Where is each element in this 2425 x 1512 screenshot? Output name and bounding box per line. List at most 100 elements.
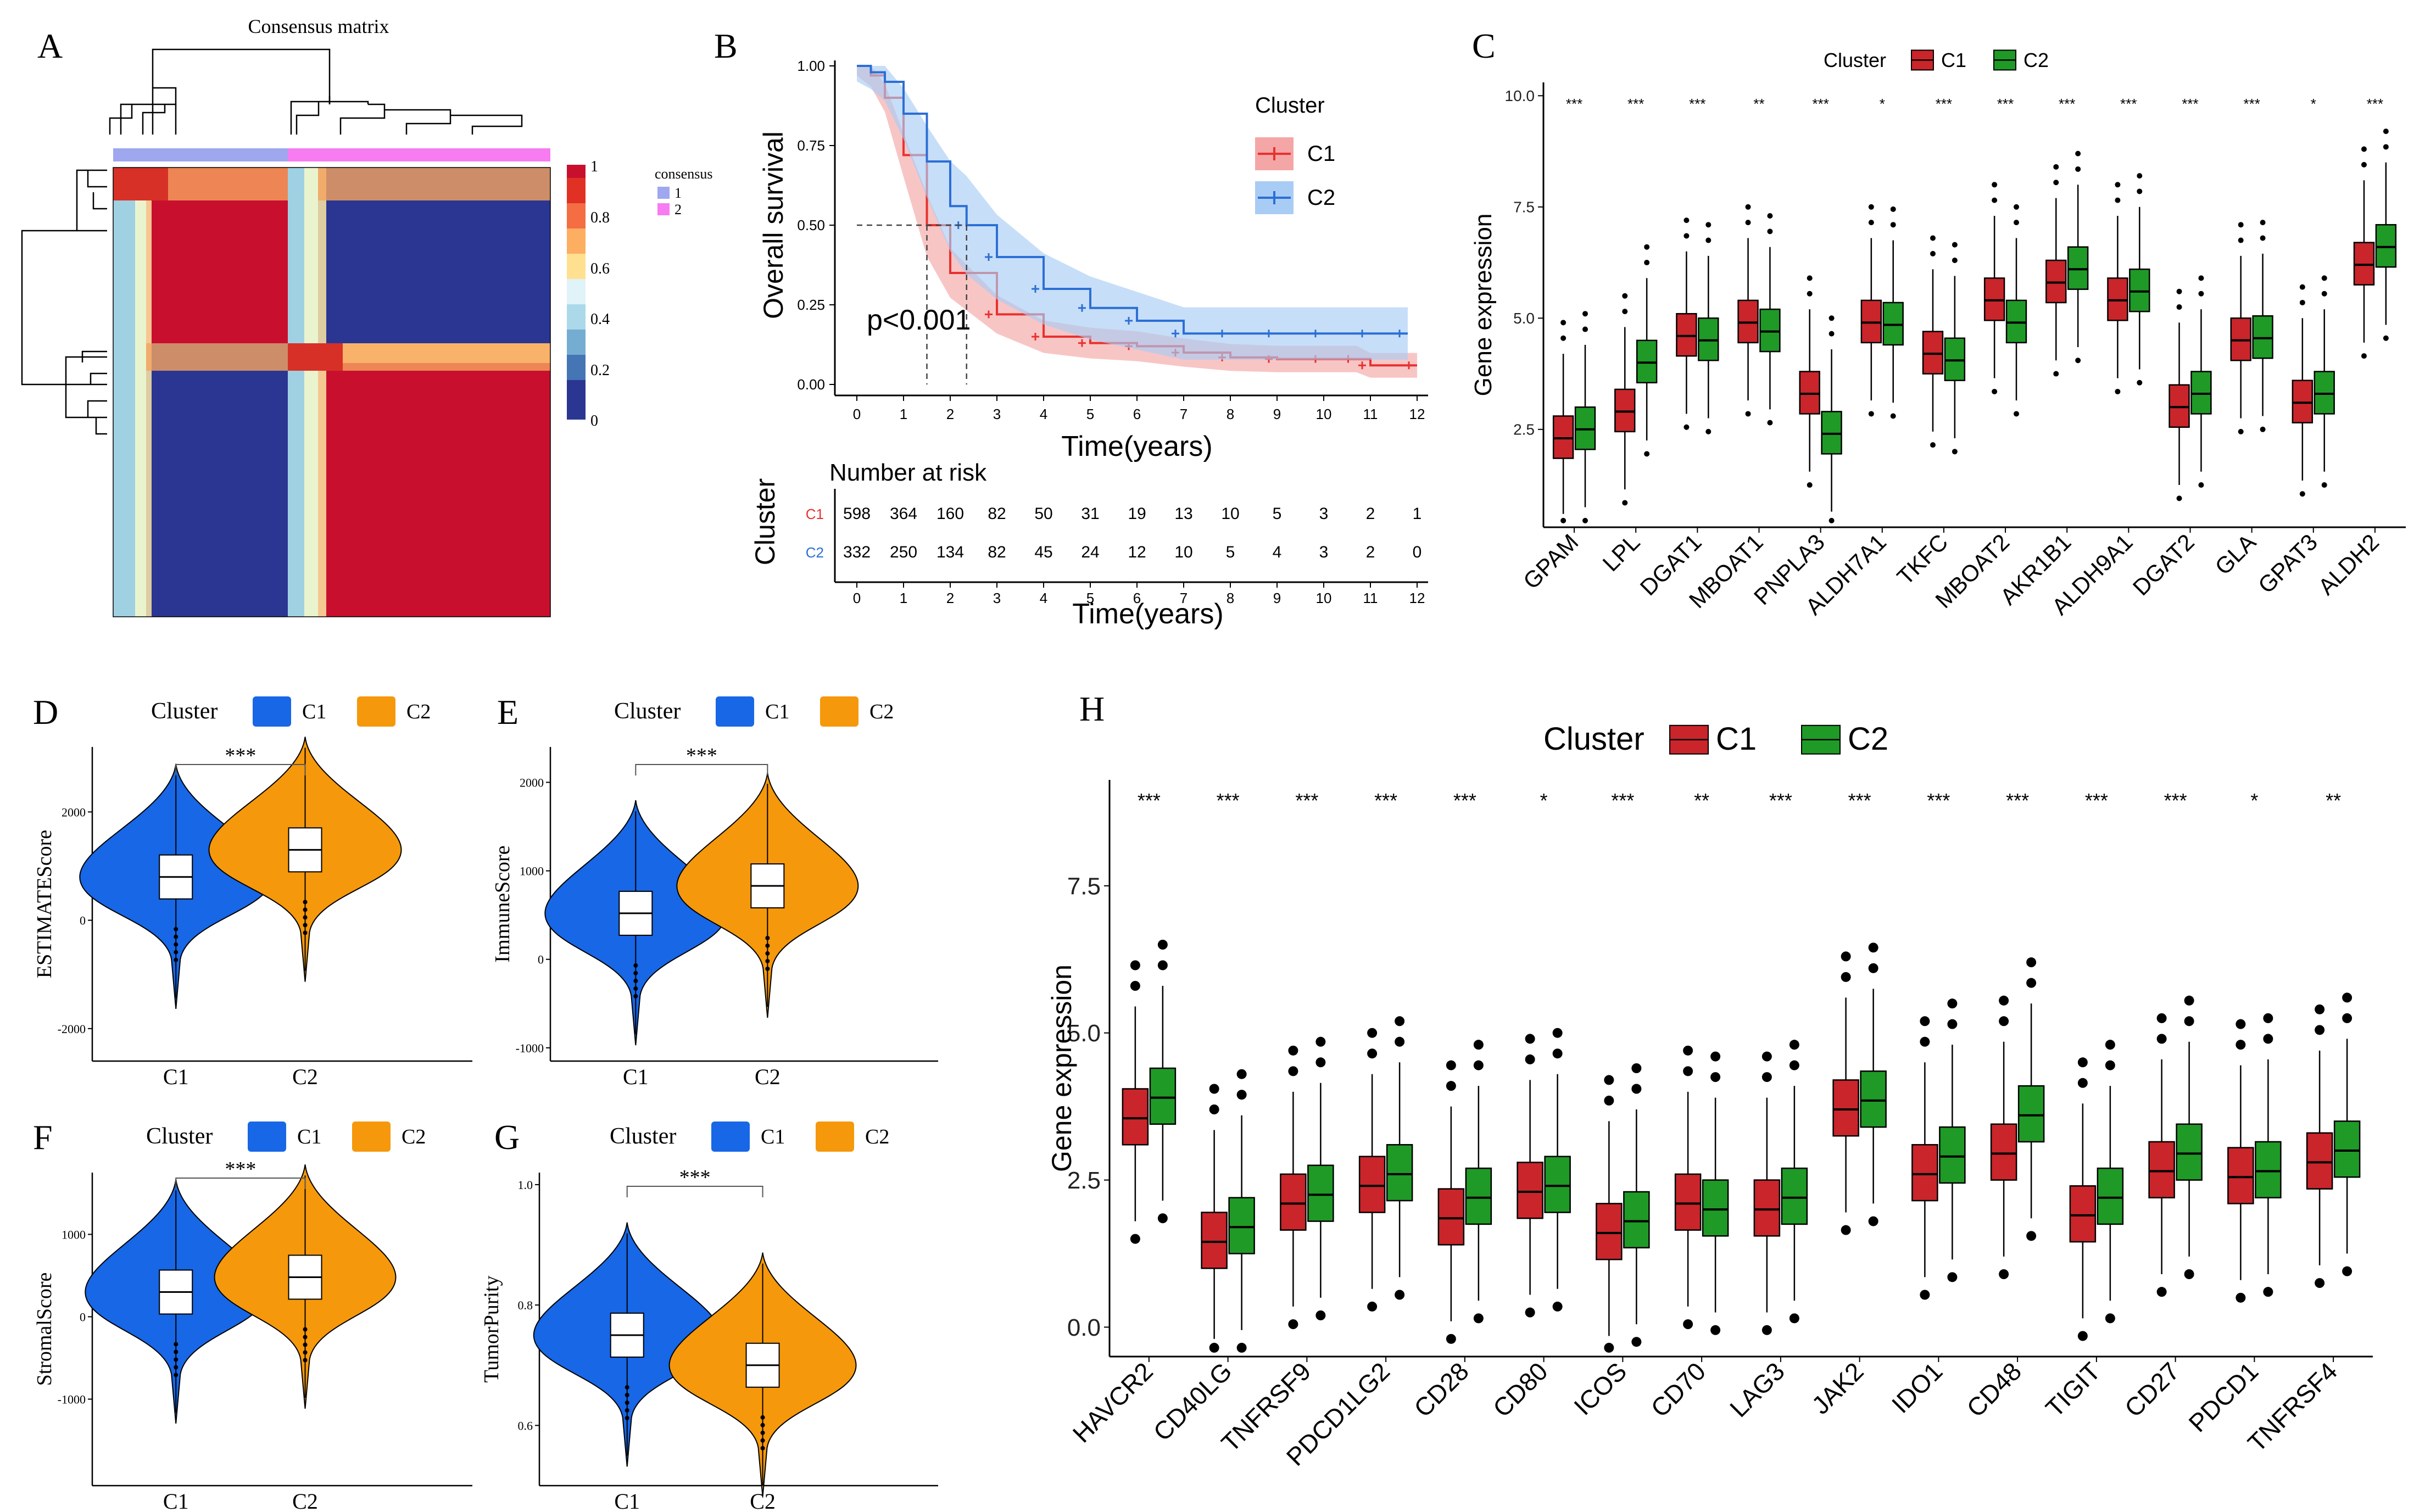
- km-x-tick-label: 10: [1316, 406, 1332, 422]
- box-outlier: [1767, 420, 1773, 426]
- violin-significance-label: ***: [679, 1166, 711, 1189]
- box-outlier: [2238, 237, 2244, 243]
- box-outlier: [1631, 1337, 1642, 1347]
- box-pdcd1-c2: [2255, 1141, 2282, 1198]
- box-outlier: [2321, 275, 2327, 281]
- box-outlier: [1288, 1066, 1298, 1076]
- box-outlier: [2184, 1269, 2194, 1279]
- box-outlier: [2014, 411, 2020, 417]
- box-category-label: GPAM: [1518, 529, 1583, 594]
- significance-label: **: [1753, 96, 1764, 112]
- box-legend-label-c2: C2: [1848, 721, 1888, 757]
- box-outlier: [2077, 1331, 2088, 1341]
- violin-y-tick-label: 1000: [62, 1228, 86, 1242]
- box-outlier: [2361, 161, 2367, 168]
- consensus-heatmap-matrix: [113, 167, 551, 617]
- box-outlier: [2053, 164, 2059, 170]
- box-outlier: [2053, 371, 2059, 377]
- box-mboat2-c2: [2005, 299, 2027, 344]
- km-legend-label-c2: C2: [1307, 186, 1335, 210]
- box-mboat2-c1: [1983, 277, 2005, 321]
- violin-y-tick-label: -1000: [58, 1393, 86, 1407]
- box-aldh7a1-c1: [1860, 299, 1882, 344]
- box-outlier: [1767, 213, 1773, 219]
- risk-table-tick-label: 2: [946, 590, 954, 606]
- box-outlier: [1947, 998, 1958, 1009]
- box-outlier: [1710, 1072, 1721, 1083]
- box-outlier: [1395, 1290, 1405, 1300]
- box-outlier: [2198, 482, 2204, 488]
- box-outlier: [1157, 960, 1168, 970]
- box-y-tick-label: 5.0: [1513, 310, 1535, 327]
- box-outlier: [1525, 1054, 1535, 1064]
- box-category-label: CD27: [2119, 1357, 2185, 1422]
- box-outlier: [1930, 235, 1936, 241]
- significance-label: ***: [1936, 96, 1952, 112]
- significance-label: ***: [1611, 789, 1634, 812]
- violin-y-axis-title: ESTIMATEScore: [33, 830, 56, 978]
- km-x-tick-label: 4: [1040, 406, 1047, 422]
- box-gla-c2: [2252, 315, 2273, 359]
- box-gpat3-c2: [2313, 371, 2335, 415]
- box-outlier: [1157, 1213, 1168, 1224]
- box-outlier: [2115, 197, 2121, 203]
- box-outlier: [2260, 220, 2266, 226]
- box-outlier: [1761, 1325, 1772, 1335]
- box-outlier: [2137, 380, 2143, 386]
- violin-outlier: [765, 958, 770, 963]
- box-outlier: [1604, 1342, 1614, 1353]
- box-outlier: [1705, 222, 1712, 228]
- km-censor-mark: [1125, 317, 1133, 325]
- violin-legend-swatch-c2: [816, 1122, 854, 1152]
- box-havcr2-c2: [1149, 1067, 1177, 1125]
- consensus-colorbar: 1 0.8 0.6 0.4 0.2 0: [567, 158, 610, 429]
- significance-label: ***: [1997, 96, 2014, 112]
- cluster-2-annotation-bar: [288, 148, 550, 161]
- violin-significance-bracket: [175, 764, 306, 775]
- panel-label-b: B: [714, 26, 738, 65]
- box-category-label: GPAT3: [2253, 529, 2322, 598]
- box-dgat1-c1: [1676, 313, 1697, 357]
- km-censor-mark: [985, 310, 993, 319]
- box-outlier: [2137, 188, 2143, 194]
- box-category-label: LPL: [1597, 529, 1644, 576]
- significance-label: ***: [1217, 789, 1240, 812]
- box-outlier: [1288, 1045, 1298, 1056]
- km-curve-c2: [857, 65, 1408, 335]
- significance-label: ***: [2367, 96, 2383, 112]
- box-outlier: [1683, 1045, 1693, 1056]
- risk-table-x-axis-title: Time(years): [1072, 598, 1223, 630]
- risk-table-tick-label: 6: [1133, 590, 1141, 606]
- violin-y-tick-label: 1000: [520, 864, 544, 878]
- box-outlier: [1622, 293, 1628, 299]
- violin-outlier: [760, 1438, 765, 1443]
- box-outlier: [2105, 1313, 2115, 1324]
- box-outlier: [1789, 1040, 1799, 1050]
- significance-label: ***: [2006, 789, 2029, 812]
- risk-table-tick-label: 8: [1227, 590, 1234, 606]
- box-outlier: [2299, 299, 2305, 305]
- significance-label: ***: [1769, 789, 1792, 812]
- box-tnfrsf9-c1: [1280, 1173, 1307, 1231]
- box-gla-c1: [2230, 317, 2251, 361]
- box-outlier: [1828, 517, 1835, 523]
- km-x-tick-label: 9: [1273, 406, 1281, 422]
- box-outlier: [1446, 1334, 1456, 1344]
- km-censor-mark: [1265, 330, 1273, 338]
- violin-outlier: [765, 966, 770, 971]
- box-legend-label-c2: C2: [2023, 49, 2049, 71]
- box-outlier: [2184, 995, 2194, 1006]
- violin-category-label-c1: C1: [623, 1064, 649, 1089]
- box-tnfrsf4-c1: [2306, 1132, 2333, 1190]
- box-outlier: [1807, 482, 1813, 488]
- significance-label: ***: [2243, 96, 2260, 112]
- box-outlier: [1604, 1075, 1614, 1085]
- box-outlier: [1683, 217, 1690, 224]
- box-outlier: [1525, 1307, 1535, 1318]
- box-outlier: [1868, 1216, 1878, 1226]
- box-outlier: [1582, 311, 1588, 317]
- box-outlier: [1683, 233, 1690, 239]
- box-outlier: [1745, 411, 1751, 417]
- box-category-label: JAK2: [1806, 1357, 1869, 1420]
